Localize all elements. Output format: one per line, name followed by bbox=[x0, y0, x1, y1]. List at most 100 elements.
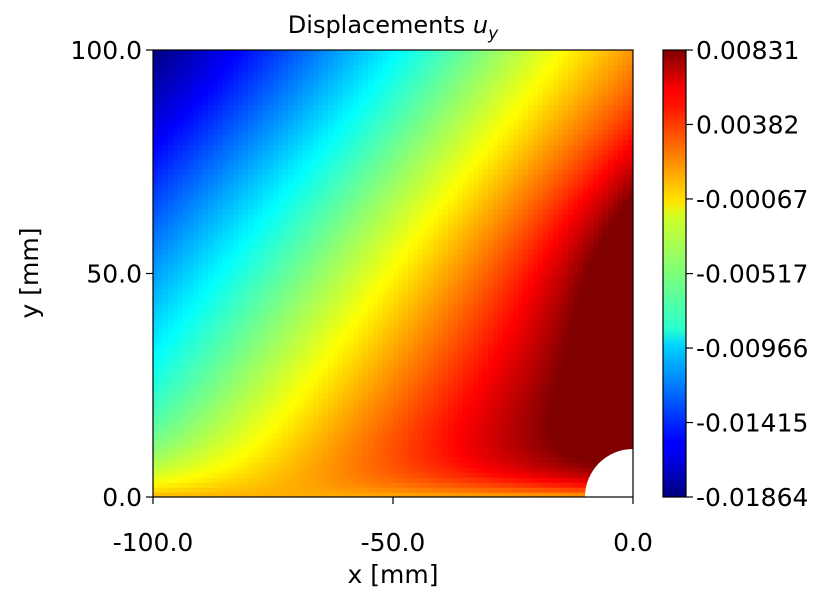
heatmap-cell bbox=[178, 432, 184, 438]
heatmap-cell bbox=[258, 258, 264, 265]
heatmap-cell bbox=[373, 472, 379, 478]
heatmap-cell bbox=[538, 298, 544, 304]
heatmap-cell bbox=[618, 333, 624, 339]
heatmap-cell bbox=[153, 452, 159, 458]
heatmap-cell bbox=[338, 288, 344, 294]
heatmap-cell bbox=[433, 462, 439, 468]
heatmap-cell bbox=[623, 377, 629, 384]
heatmap-cell bbox=[208, 487, 214, 493]
heatmap-cell bbox=[443, 407, 449, 414]
heatmap-cell bbox=[548, 268, 554, 275]
heatmap-cell bbox=[628, 387, 633, 394]
heatmap-cell bbox=[433, 357, 439, 364]
heatmap-cell bbox=[493, 387, 499, 394]
heatmap-cell bbox=[328, 387, 334, 394]
heatmap-cell bbox=[243, 263, 249, 270]
heatmap-cell bbox=[288, 452, 294, 458]
heatmap-cell bbox=[248, 268, 254, 275]
heatmap-cell bbox=[378, 273, 384, 280]
heatmap-cell bbox=[448, 492, 454, 497]
heatmap-cell bbox=[523, 273, 529, 280]
heatmap-cell bbox=[608, 323, 614, 329]
heatmap-cell bbox=[503, 298, 509, 304]
heatmap-cell bbox=[383, 243, 389, 250]
heatmap-cell bbox=[278, 432, 284, 438]
heatmap-cell bbox=[298, 268, 304, 275]
heatmap-cell bbox=[263, 427, 269, 434]
heatmap-cell bbox=[453, 253, 459, 260]
heatmap-cell bbox=[273, 273, 279, 280]
heatmap-cell bbox=[263, 377, 269, 384]
heatmap-cell bbox=[623, 313, 629, 319]
heatmap-cell bbox=[263, 333, 269, 339]
heatmap-cell bbox=[458, 348, 464, 354]
heatmap-cell bbox=[608, 283, 614, 289]
heatmap-cell bbox=[383, 328, 389, 334]
heatmap-cell bbox=[338, 318, 344, 324]
heatmap-cell bbox=[243, 407, 249, 414]
heatmap-cell bbox=[463, 382, 469, 389]
heatmap-cell bbox=[243, 248, 249, 255]
heatmap-cell bbox=[378, 352, 384, 359]
heatmap-cell bbox=[403, 437, 409, 443]
heatmap-cell bbox=[188, 377, 194, 384]
heatmap-cell bbox=[543, 487, 549, 493]
heatmap-cell bbox=[218, 437, 224, 443]
heatmap-cell bbox=[423, 437, 429, 443]
heatmap-cell bbox=[313, 427, 319, 434]
heatmap-cell bbox=[333, 387, 339, 394]
heatmap-cell bbox=[498, 467, 504, 473]
heatmap-cell bbox=[328, 377, 334, 384]
heatmap-cell bbox=[453, 437, 459, 443]
heatmap-cell bbox=[573, 303, 579, 309]
heatmap-cell bbox=[208, 412, 214, 419]
heatmap-cell bbox=[463, 362, 469, 369]
heatmap-cell bbox=[623, 442, 629, 448]
heatmap-cell bbox=[233, 293, 239, 299]
heatmap-cell bbox=[298, 293, 304, 299]
heatmap-cell bbox=[618, 273, 624, 280]
heatmap-cell bbox=[448, 402, 454, 409]
heatmap-cell bbox=[188, 278, 194, 285]
heatmap-cell bbox=[183, 492, 189, 497]
heatmap-cell bbox=[183, 352, 189, 359]
heatmap-cell bbox=[418, 343, 424, 349]
heatmap-cell bbox=[478, 293, 484, 299]
heatmap-cell bbox=[158, 372, 164, 379]
heatmap-cell bbox=[473, 263, 479, 270]
heatmap-cell bbox=[343, 303, 349, 309]
heatmap-cell bbox=[353, 457, 359, 463]
heatmap-cell bbox=[208, 472, 214, 478]
heatmap-cell bbox=[368, 407, 374, 414]
heatmap-cell bbox=[458, 338, 464, 344]
heatmap-cell bbox=[268, 288, 274, 294]
heatmap-cell bbox=[468, 323, 474, 329]
heatmap-cell bbox=[508, 462, 514, 468]
heatmap-cell bbox=[543, 288, 549, 294]
heatmap-cell bbox=[343, 288, 349, 294]
heatmap-cell bbox=[313, 442, 319, 448]
heatmap-cell bbox=[513, 482, 519, 488]
heatmap-cell bbox=[183, 298, 189, 304]
heatmap-cell bbox=[623, 238, 629, 245]
heatmap-cell bbox=[268, 397, 274, 404]
heatmap-cell bbox=[408, 343, 414, 349]
heatmap-cell bbox=[348, 308, 354, 314]
heatmap-cell bbox=[163, 382, 169, 389]
heatmap-cell bbox=[498, 253, 504, 260]
heatmap-cell bbox=[508, 427, 514, 434]
heatmap-cell bbox=[178, 397, 184, 404]
heatmap-cell bbox=[163, 467, 169, 473]
heatmap-cell bbox=[513, 248, 519, 255]
heatmap-cell bbox=[373, 422, 379, 429]
heatmap-cell bbox=[483, 402, 489, 409]
heatmap-cell bbox=[483, 343, 489, 349]
heatmap-cell bbox=[153, 437, 159, 443]
heatmap-cell bbox=[623, 402, 629, 409]
heatmap-cell bbox=[288, 348, 294, 354]
heatmap-cell bbox=[533, 263, 539, 270]
heatmap-cell bbox=[623, 417, 629, 424]
heatmap-cell bbox=[493, 258, 499, 265]
heatmap-cell bbox=[493, 323, 499, 329]
heatmap-cell bbox=[623, 288, 629, 294]
